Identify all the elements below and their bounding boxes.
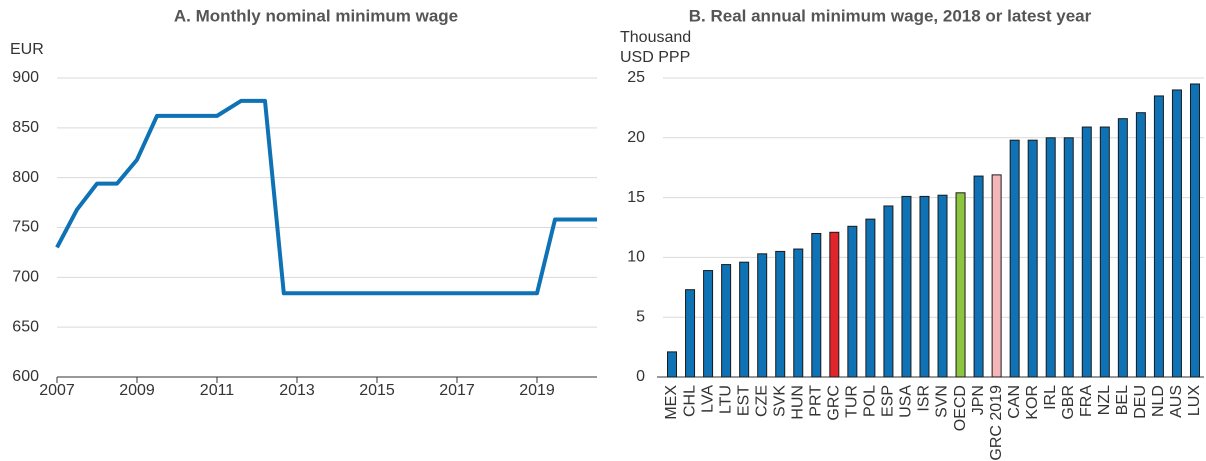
x-tick-label: LUX: [1186, 385, 1203, 416]
y-tick-label: 900: [12, 69, 39, 86]
x-tick-label: ESP: [880, 385, 897, 417]
x-tick-label: IRL: [1042, 385, 1059, 410]
y-axis-label: Thousand USD PPP: [620, 29, 692, 66]
y-tick-label: 20: [627, 129, 645, 146]
x-tick-label: CHL: [681, 385, 698, 417]
bar: [1117, 118, 1128, 378]
x-tick-label: BEL: [1114, 385, 1131, 415]
bar: [775, 250, 786, 378]
y-tick-label: 10: [627, 249, 645, 266]
bar: [883, 205, 894, 378]
x-tick-label: HUN: [789, 385, 806, 420]
y-tick-label: 25: [627, 69, 645, 86]
x-tick-label: AUS: [1168, 385, 1185, 418]
y-tick-label: 750: [12, 219, 39, 236]
x-tick-label: 2007: [39, 382, 75, 399]
x-tick-label: 2009: [119, 382, 155, 399]
chart-title: A. Monthly nominal minimum wage: [174, 6, 458, 25]
x-tick-label: 2019: [519, 382, 555, 399]
x-tick-label: CZE: [753, 385, 770, 417]
bar: [847, 225, 858, 378]
bar: [1135, 112, 1146, 378]
bar: [811, 232, 822, 378]
bar: [793, 248, 804, 378]
bar: [1027, 139, 1038, 378]
x-tick-label: 2017: [439, 382, 475, 399]
y-tick-label: 600: [12, 368, 39, 385]
y-tick-label: 5: [636, 308, 645, 325]
x-tick-label: CAN: [1006, 385, 1023, 419]
x-tick-label: SVN: [934, 385, 951, 418]
bar: [901, 195, 912, 378]
x-tick-label: JPN: [970, 385, 987, 415]
x-tick-label: 2013: [279, 382, 315, 399]
y-axis-label: EUR: [10, 41, 44, 58]
x-tick-label: LVA: [699, 385, 716, 413]
bar: [757, 253, 768, 378]
bar: [1009, 139, 1020, 378]
bar: [829, 231, 840, 378]
x-tick-label: NLD: [1150, 385, 1167, 417]
x-tick-label: GRC: [826, 385, 843, 421]
y-tick-label: 15: [627, 189, 645, 206]
bar: [865, 218, 876, 378]
bar: [919, 195, 930, 378]
bar: [1045, 137, 1056, 378]
x-tick-label: LTU: [717, 385, 734, 414]
x-tick-label: ISR: [916, 385, 933, 412]
x-tick-label: FRA: [1078, 385, 1095, 417]
x-tick-label: KOR: [1024, 385, 1041, 420]
y-tick-label: 700: [12, 269, 39, 286]
y-tick-label: 850: [12, 119, 39, 136]
bar: [955, 192, 966, 378]
bar: [1099, 126, 1110, 378]
x-tick-label: 2015: [359, 382, 395, 399]
y-tick-label: 650: [12, 318, 39, 335]
x-tick-label: OECD: [952, 385, 969, 431]
bar: [1081, 126, 1092, 378]
bar: [739, 261, 750, 378]
x-tick-label: 2011: [200, 382, 235, 399]
bar: [937, 194, 948, 378]
x-tick-label: SVK: [771, 385, 788, 417]
y-tick-label: 800: [12, 169, 39, 186]
x-tick-label: DEU: [1132, 385, 1149, 419]
x-tick-label: POL: [862, 385, 879, 417]
bar: [721, 264, 732, 378]
bar: [1171, 89, 1182, 378]
line: [55, 98, 597, 296]
x-tick-label: GRC 2019: [988, 385, 1005, 461]
bar: [1153, 95, 1164, 378]
bar: [685, 289, 696, 378]
x-tick-label: MEX: [663, 385, 680, 420]
x-tick-label: TUR: [844, 385, 861, 418]
bar: [1063, 137, 1074, 378]
bar: [1189, 83, 1200, 378]
x-tick-label: PRT: [808, 385, 825, 417]
x-tick-label: USA: [898, 385, 915, 418]
bar: [973, 175, 984, 378]
chart-title: B. Real annual minimum wage, 2018 or lat…: [689, 6, 1092, 25]
bar: [991, 174, 1002, 378]
bar: [667, 351, 678, 378]
bar: [703, 270, 714, 378]
x-tick-label: NZL: [1096, 385, 1113, 415]
x-tick-label: EST: [735, 385, 752, 416]
y-tick-label: 0: [636, 368, 645, 385]
x-tick-label: GBR: [1060, 385, 1077, 420]
